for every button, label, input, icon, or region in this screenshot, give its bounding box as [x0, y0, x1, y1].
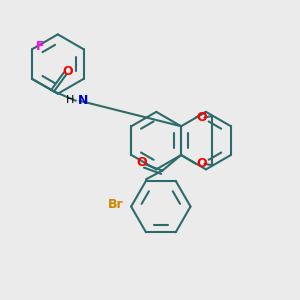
Text: O: O: [63, 64, 74, 78]
Text: O: O: [196, 157, 207, 170]
Text: Br: Br: [108, 199, 123, 212]
Text: N: N: [78, 94, 89, 107]
Text: F: F: [36, 40, 44, 52]
Text: O: O: [196, 111, 207, 124]
Text: O: O: [137, 156, 147, 169]
Text: H: H: [66, 95, 74, 105]
